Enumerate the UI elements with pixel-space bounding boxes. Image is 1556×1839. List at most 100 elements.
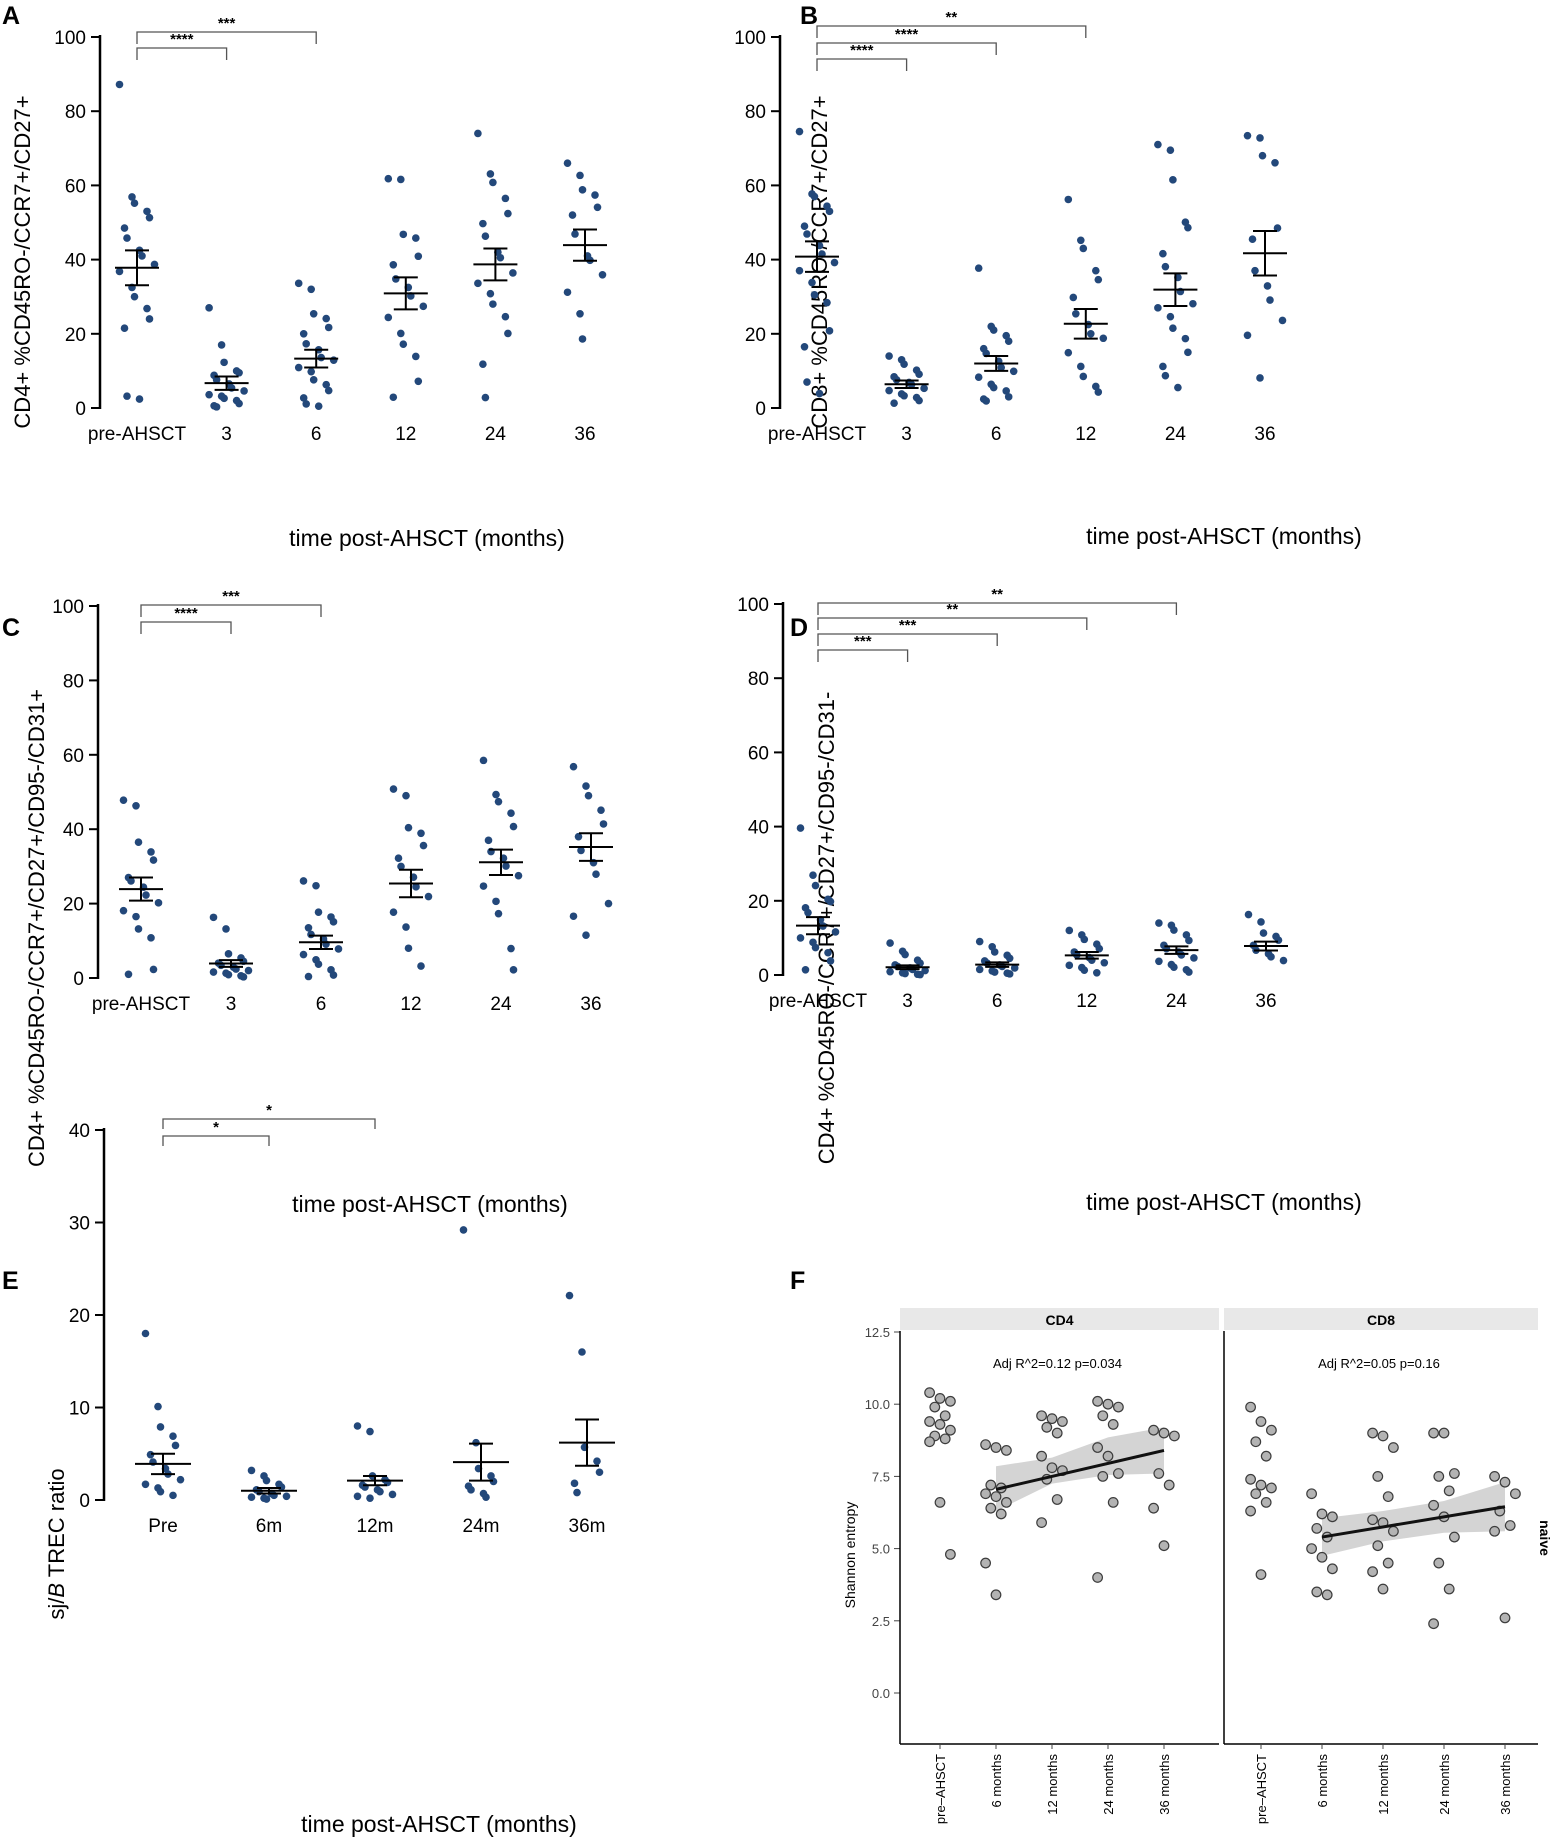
- panel-a-x-tick-label: pre-AHSCT: [88, 424, 187, 445]
- panel-e-letter: E: [2, 1267, 19, 1295]
- panel-b-data-point: [974, 373, 983, 382]
- panel-d-data-point: [1185, 936, 1193, 945]
- panel-b-significance-bracket: [816, 25, 1087, 38]
- panel-b-data-point: [1243, 331, 1252, 340]
- panel-c-significance-label: ****: [174, 605, 198, 622]
- panel-a: A CD4+ %CD45RO-/CCR7+/CD27+ time post-AH…: [2, 2, 607, 551]
- panel-a-data-point: [309, 376, 318, 384]
- panel-a-data-point: [317, 353, 326, 362]
- panel-a-data-point: [576, 171, 584, 180]
- panel-c-data-point: [154, 899, 163, 907]
- panel-d-significance-bracket: [817, 602, 1178, 615]
- panel-e-x-tick-label: 6m: [256, 1516, 282, 1537]
- panel-a-y-tick-label: 60: [65, 176, 86, 197]
- panel-c-data-point: [147, 934, 155, 942]
- panel-c-y-tick-label: 60: [63, 746, 84, 767]
- panel-c-data-point: [424, 892, 433, 901]
- panel-c-data-point: [419, 841, 428, 850]
- panel-c-data-point: [119, 796, 128, 804]
- panel-b-data-point: [1099, 334, 1108, 343]
- panel-e-data-point: [141, 1480, 150, 1489]
- panel-c-data-point: [502, 862, 510, 870]
- panel-f-x-tick-label: pre–AHSCT: [933, 1754, 948, 1824]
- panel-c-data-point: [124, 970, 133, 979]
- panel-e-x-tick-label: 24m: [463, 1516, 500, 1537]
- panel-e-data-point: [262, 1495, 271, 1503]
- panel-c-data-point: [239, 973, 248, 981]
- panel-b-data-point: [1161, 371, 1170, 380]
- panel-d-data-point: [1093, 968, 1101, 977]
- panel-f-data-point: [1168, 1430, 1180, 1442]
- panel-b-data-point: [1077, 362, 1085, 371]
- panel-b-data-point: [1181, 334, 1190, 343]
- panel-a-data-point: [120, 324, 129, 333]
- panel-e-data-point: [156, 1487, 165, 1496]
- panel-f-data-point: [939, 1410, 951, 1422]
- panel-d-data-point: [1155, 957, 1163, 966]
- panel-d-data-point: [1267, 953, 1275, 961]
- panel-d-x-tick-label: 3: [902, 991, 913, 1012]
- panel-f-data-point: [1265, 1482, 1277, 1494]
- panel-d-data-point: [811, 881, 820, 890]
- panel-a-data-point: [128, 193, 136, 201]
- panel-a-data-point: [220, 394, 228, 403]
- panel-f-data-point: [1428, 1499, 1439, 1511]
- panel-b-data-point: [1159, 249, 1167, 258]
- panel-f-data-point: [985, 1479, 997, 1491]
- panel-c-data-point: [599, 820, 608, 828]
- panel-b-x-tick-label: 24: [1165, 424, 1187, 445]
- panel-f-data-point: [1001, 1496, 1012, 1508]
- panel-f-x-tick-label: 6 months: [989, 1754, 1004, 1808]
- panel-f-data-point: [1245, 1505, 1256, 1517]
- panel-a-data-point: [571, 230, 579, 238]
- panel-d-data-point: [1065, 926, 1074, 935]
- panel-e-data-point: [578, 1348, 586, 1356]
- panel-b-data-point: [915, 396, 923, 405]
- panel-b-data-point: [1248, 235, 1257, 243]
- panel-a-x-tick-label: 6: [311, 424, 322, 445]
- panel-f-data-point: [1504, 1520, 1516, 1531]
- panel-a-ylabel: CD4+ %CD45RO-/CCR7+/CD27+: [10, 95, 35, 428]
- panel-b-data-point: [1184, 348, 1192, 357]
- panel-e-data-point: [247, 1493, 256, 1502]
- panel-d-data-point: [901, 969, 909, 978]
- panel-c-y-tick-label: 20: [63, 895, 84, 916]
- panel-b-data-point: [803, 230, 811, 238]
- panel-f-data-point: [1443, 1485, 1455, 1497]
- panel-f-data-point: [980, 1557, 991, 1569]
- panel-c-data-point: [584, 791, 593, 800]
- panel-c-x-tick-label: pre-AHSCT: [92, 994, 191, 1015]
- panel-c-data-point: [329, 971, 338, 979]
- panel-f-data-point: [934, 1496, 946, 1508]
- panel-a-data-point: [389, 260, 398, 269]
- panel-f-x-tick-label: 36 months: [1498, 1754, 1513, 1815]
- panel-d-letter: D: [790, 614, 808, 642]
- panel-a-data-point: [302, 340, 311, 348]
- panel-c-data-point: [417, 962, 425, 970]
- panel-c-data-point: [134, 838, 143, 847]
- panel-f-data-point: [1387, 1442, 1399, 1453]
- panel-c-data-point: [394, 854, 403, 863]
- panel-f-data-point: [990, 1491, 1002, 1503]
- panel-e-data-point: [388, 1490, 397, 1499]
- panel-d-data-point: [831, 928, 840, 936]
- panel-e-data-point: [282, 1492, 291, 1501]
- panel-a-data-point: [384, 313, 393, 322]
- panel-a-data-point: [299, 394, 308, 402]
- panel-c-data-point: [224, 970, 233, 979]
- panel-e-xlabel: time post-AHSCT (months): [301, 1811, 577, 1837]
- panel-e-y-tick-label: 0: [79, 1491, 90, 1512]
- panel-c-data-point: [389, 908, 398, 916]
- panel-a-data-point: [389, 393, 398, 402]
- panel-a-data-point: [504, 209, 512, 218]
- panel-f-data-point: [1112, 1401, 1124, 1413]
- panel-d-data-point: [1065, 961, 1074, 970]
- panel-b-data-point: [825, 327, 834, 335]
- panel-f-data-point: [1372, 1540, 1384, 1552]
- panel-c-data-point: [577, 846, 585, 855]
- panel-a-data-point: [307, 285, 316, 294]
- panel-d-data-point: [826, 957, 835, 965]
- panel-f-facet-title: CD4: [1045, 1312, 1073, 1328]
